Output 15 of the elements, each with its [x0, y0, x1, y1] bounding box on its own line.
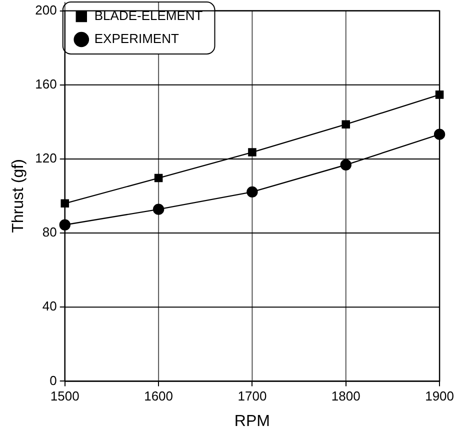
legend-label: EXPERIMENT [94, 31, 179, 46]
x-tick-label: 1900 [425, 388, 454, 404]
y-tick-label: 160 [35, 76, 57, 92]
x-axis-title: RPM [234, 412, 270, 430]
y-tick-label: 0 [50, 372, 57, 388]
x-tick-label: 1600 [144, 388, 174, 404]
y-tick-label: 80 [42, 224, 57, 240]
x-tick-label: 1800 [331, 388, 360, 404]
x-tick-label: 1700 [238, 388, 267, 404]
y-tick-label: 200 [35, 2, 57, 18]
y-tick-label: 40 [42, 298, 57, 314]
y-axis-title: Thrust (gf) [10, 159, 28, 233]
y-tick-label: 120 [35, 150, 57, 166]
x-tick-label: 1500 [50, 388, 80, 404]
legend-label: BLADE-ELEMENT [94, 8, 203, 24]
